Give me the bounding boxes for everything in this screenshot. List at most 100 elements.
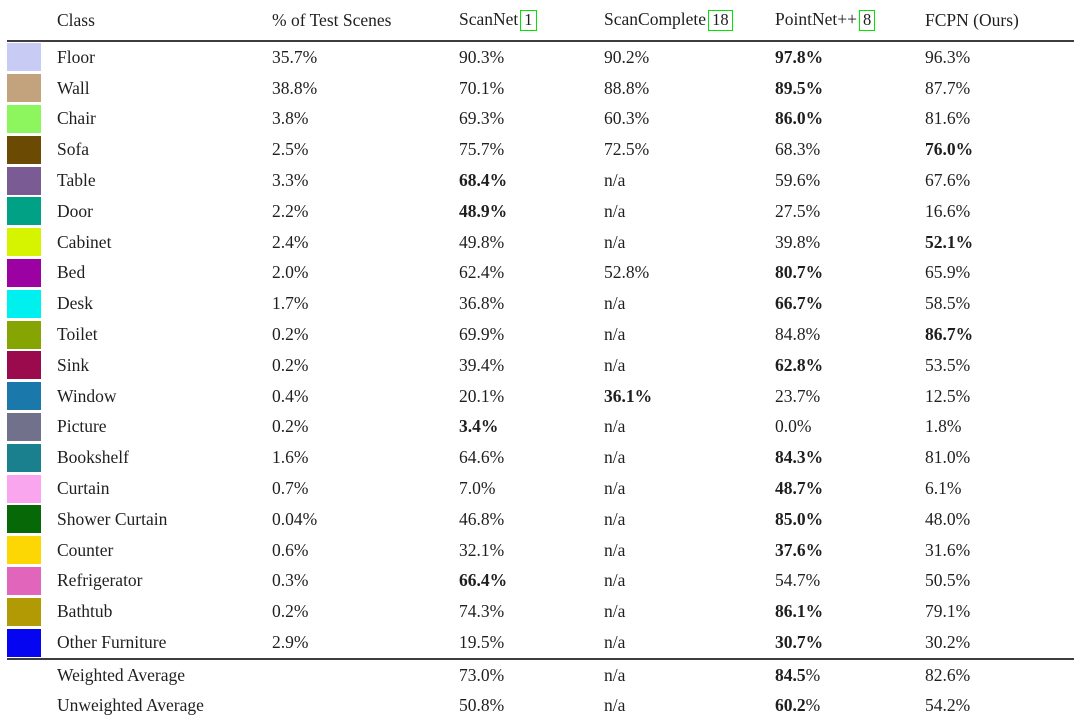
col-header-class: Class (57, 9, 95, 30)
table-row: Window 0.4% 20.1% 36.1% 23.7% 12.5% (0, 381, 1080, 412)
header-rule (7, 40, 1074, 42)
class-color-swatch (7, 628, 41, 657)
table-row: Bookshelf 1.6% 64.6% n/a 84.3% 81.0% (0, 442, 1080, 473)
class-color-swatch (7, 74, 41, 103)
scannet-cell: 32.1% (459, 539, 505, 560)
class-color-swatch (7, 382, 41, 411)
class-color-swatch (7, 536, 41, 565)
pct-cell: 2.5% (272, 139, 309, 160)
swatch-cell (0, 74, 57, 103)
class-label: Window (57, 385, 117, 406)
class-color-swatch (7, 443, 41, 472)
scancomplete-cell: n/a (604, 570, 626, 591)
swatch-cell (0, 228, 57, 257)
scannet-cell: 90.3% (459, 46, 505, 67)
pointnet-cell: 39.8% (775, 231, 821, 252)
fcpn-cell: 1.8% (925, 416, 962, 437)
swatch-cell (0, 166, 57, 195)
scannet-cell: 74.3% (459, 601, 505, 622)
table-row: Chair 3.8% 69.3% 60.3% 86.0% 81.6% (0, 104, 1080, 135)
pointnet-cell: 84.8% (775, 324, 821, 345)
citation-link[interactable]: 18 (708, 10, 733, 31)
pct-cell: 3.3% (272, 170, 309, 191)
swatch-cell (0, 320, 57, 349)
citation-link[interactable]: 1 (520, 10, 537, 31)
class-label: Sink (57, 354, 90, 375)
table-row: Other Furniture 2.9% 19.5% n/a 30.7% 30.2% (0, 627, 1080, 658)
swatch-cell (0, 135, 57, 164)
swatch-cell (0, 474, 57, 503)
swatch-cell (0, 566, 57, 595)
class-color-swatch (7, 166, 41, 195)
pointnet-cell: 54.7% (775, 570, 821, 591)
table-row: Weighted Average 73.0% n/a 84.5% 82.6% (0, 660, 1080, 691)
pct-cell: 3.8% (272, 108, 309, 129)
scancomplete-cell: n/a (604, 508, 626, 529)
pointnet-cell: 59.6% (775, 170, 821, 191)
fcpn-cell: 50.5% (925, 570, 971, 591)
pct-cell: 0.3% (272, 570, 309, 591)
pointnet-cell: 85.0% (775, 508, 824, 529)
swatch-cell (0, 505, 57, 534)
scannet-cell: 68.4% (459, 170, 508, 191)
class-label: Other Furniture (57, 632, 167, 653)
fcpn-cell: 58.5% (925, 293, 971, 314)
pointnet-cell: 60.2% (775, 695, 821, 716)
pointnet-cell: 84.5% (775, 664, 821, 685)
pct-cell: 2.9% (272, 632, 309, 653)
col-header-fcpn: FCPN (Ours) (925, 9, 1019, 30)
table-row: Sink 0.2% 39.4% n/a 62.8% 53.5% (0, 350, 1080, 381)
pointnet-cell: 97.8% (775, 46, 824, 67)
scancomplete-cell: n/a (604, 170, 626, 191)
scannet-cell: 19.5% (459, 632, 505, 653)
table-row: Door 2.2% 48.9% n/a 27.5% 16.6% (0, 196, 1080, 227)
fcpn-cell: 65.9% (925, 262, 971, 283)
class-color-swatch (7, 597, 41, 626)
pointnet-cell: 30.7% (775, 632, 824, 653)
swatch-cell (0, 258, 57, 287)
pct-cell: 1.7% (272, 293, 309, 314)
fcpn-cell: 53.5% (925, 354, 971, 375)
swatch-cell (0, 351, 57, 380)
scannet-cell: 50.8% (459, 695, 505, 716)
pct-cell: 0.2% (272, 354, 309, 375)
scannet-cell: 46.8% (459, 508, 505, 529)
scannet-cell: 48.9% (459, 200, 508, 221)
scannet-cell: 49.8% (459, 231, 505, 252)
scancomplete-cell: n/a (604, 478, 626, 499)
scancomplete-cell: 52.8% (604, 262, 650, 283)
fcpn-cell: 79.1% (925, 601, 971, 622)
fcpn-cell: 12.5% (925, 385, 971, 406)
scannet-cell: 7.0% (459, 478, 496, 499)
table-row: Wall 38.8% 70.1% 88.8% 89.5% 87.7% (0, 73, 1080, 104)
table-row: Desk 1.7% 36.8% n/a 66.7% 58.5% (0, 288, 1080, 319)
class-color-swatch (7, 566, 41, 595)
scannet-cell: 66.4% (459, 570, 508, 591)
class-color-swatch (7, 197, 41, 226)
swatch-cell (0, 289, 57, 318)
swatch-cell (0, 536, 57, 565)
col-header-pct-test-scenes: % of Test Scenes (272, 9, 392, 30)
pct-cell: 0.7% (272, 478, 309, 499)
col-header-scancomplete: ScanComplete 18 (604, 9, 775, 31)
scannet-cell: 73.0% (459, 664, 505, 685)
class-label: Refrigerator (57, 570, 143, 591)
table-row: Picture 0.2% 3.4% n/a 0.0% 1.8% (0, 412, 1080, 443)
fcpn-cell: 81.6% (925, 108, 971, 129)
pct-cell: 35.7% (272, 46, 318, 67)
citation-link[interactable]: 8 (858, 10, 876, 31)
class-label: Picture (57, 416, 107, 437)
scannet-cell: 64.6% (459, 447, 505, 468)
class-label: Counter (57, 539, 114, 560)
pct-cell: 0.2% (272, 601, 309, 622)
pointnet-cell: 68.3% (775, 139, 821, 160)
class-label: Shower Curtain (57, 508, 168, 529)
class-label: Toilet (57, 324, 98, 345)
swatch-cell (0, 597, 57, 626)
pointnet-cell: 48.7% (775, 478, 824, 499)
fcpn-cell: 54.2% (925, 695, 971, 716)
pct-cell: 0.04% (272, 508, 318, 529)
pct-cell: 0.6% (272, 539, 309, 560)
table-row: Bed 2.0% 62.4% 52.8% 80.7% 65.9% (0, 258, 1080, 289)
pct-cell: 2.0% (272, 262, 309, 283)
